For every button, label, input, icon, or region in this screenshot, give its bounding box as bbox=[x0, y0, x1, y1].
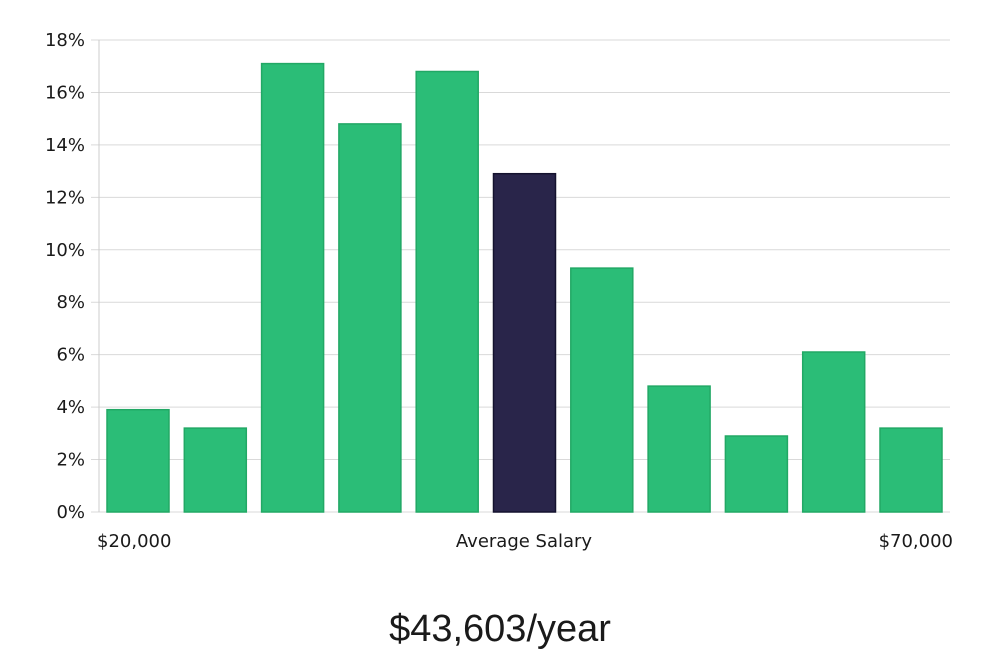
bar-10 bbox=[803, 352, 865, 512]
y-tick-label-4: 4% bbox=[56, 397, 85, 418]
bar-average-salary bbox=[494, 174, 556, 512]
x-axis-end-label: $70,000 bbox=[879, 531, 953, 552]
bar-3 bbox=[262, 64, 324, 512]
bar-2 bbox=[184, 428, 246, 512]
y-tick-label-12: 12% bbox=[45, 187, 85, 208]
y-tick-label-14: 14% bbox=[45, 135, 85, 156]
average-salary-value: $43,603/year bbox=[0, 608, 1000, 651]
y-tick-label-8: 8% bbox=[56, 292, 85, 313]
salary-histogram: 0% 2% 4% 6% 8% 10% 12% 14% 16% 18% $20,000 Averag… bbox=[0, 0, 1000, 580]
x-axis-start-label: $20,000 bbox=[97, 531, 171, 552]
y-axis-ticks: 0% 2% 4% 6% 8% 10% 12% 14% 16% 18% bbox=[45, 30, 85, 523]
x-axis-title: Average Salary bbox=[456, 531, 593, 552]
y-tick-label-2: 2% bbox=[56, 450, 85, 471]
y-tick-label-6: 6% bbox=[56, 345, 85, 366]
bar-11 bbox=[880, 428, 942, 512]
y-tick-label-0: 0% bbox=[56, 502, 85, 523]
bars bbox=[107, 64, 942, 512]
bar-4 bbox=[339, 124, 401, 512]
bar-7 bbox=[571, 268, 633, 512]
y-tick-label-10: 10% bbox=[45, 240, 85, 261]
y-tick-label-16: 16% bbox=[45, 82, 85, 103]
y-tick-label-18: 18% bbox=[45, 30, 85, 51]
bar-5 bbox=[416, 72, 478, 513]
bar-1 bbox=[107, 410, 169, 512]
bar-8 bbox=[648, 386, 710, 512]
bar-9 bbox=[725, 436, 787, 512]
